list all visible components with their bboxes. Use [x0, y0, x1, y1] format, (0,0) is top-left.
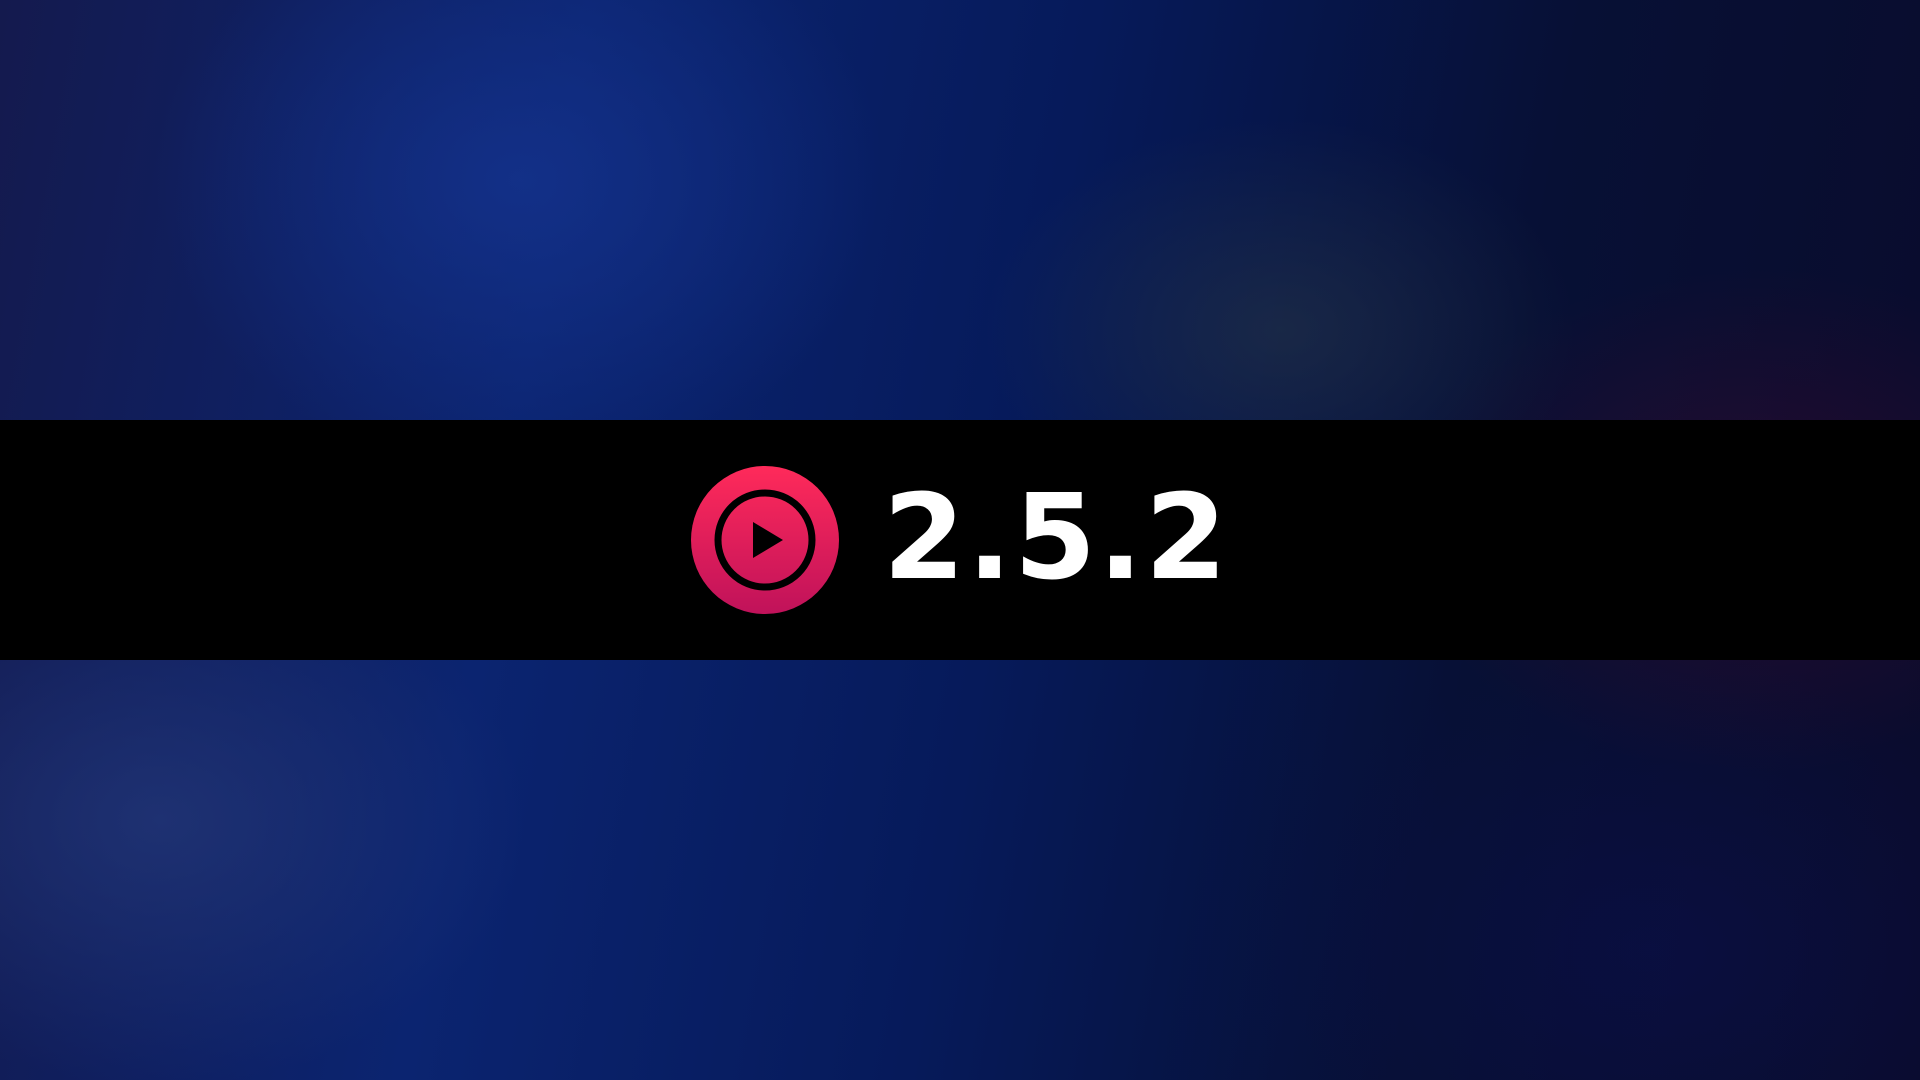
youtube-music-play-icon	[691, 466, 840, 614]
version-number: 2.5.2	[883, 468, 1229, 606]
banner-content: 2.5.2	[691, 466, 1229, 614]
version-banner: 2.5.2	[0, 420, 1920, 660]
